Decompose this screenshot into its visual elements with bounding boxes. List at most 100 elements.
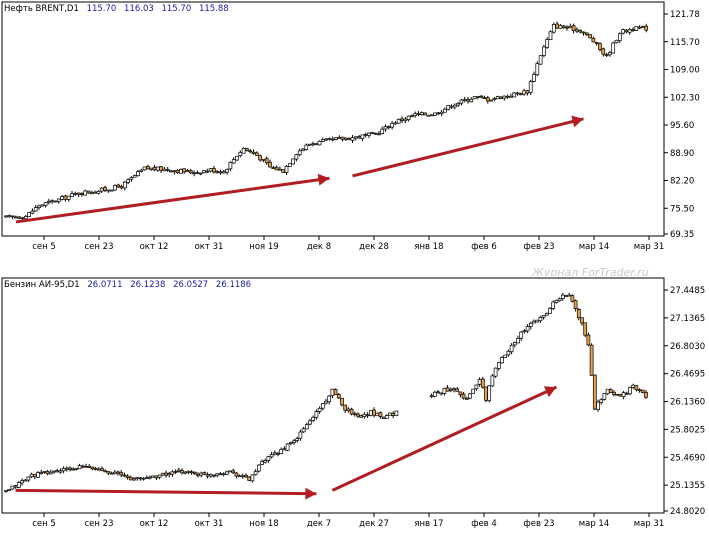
gasoline-chart-svg[interactable]: 27.4485 27.1365 26.8030 26.4695 26.1360 25.80… — [0, 276, 709, 533]
brent-candle-bull — [241, 147, 246, 154]
brent-candle-bull — [542, 46, 546, 56]
gasoline-candle-bull — [567, 294, 572, 297]
gasoline-candle-bear — [90, 466, 95, 470]
gasoline-symbol-label: Бензин АИ-95,D1 — [4, 280, 80, 290]
gasoline-candle-bull — [477, 379, 482, 385]
brent-candle-bear — [116, 184, 121, 188]
gasoline-candle-bear — [212, 474, 216, 477]
brent-chart-svg[interactable]: 121.78 115.70 109.00 102.30 95.60 88.90 82.20 7… — [0, 0, 709, 262]
brent-candle-bull — [327, 138, 332, 140]
brent-candle-bull — [225, 168, 229, 173]
gasoline-candle-bull — [471, 388, 476, 394]
brent-candle-bear — [165, 169, 170, 171]
brent-candle-bull — [413, 113, 418, 116]
brent-candle-bear — [188, 170, 193, 174]
gasoline-candle-bull — [503, 354, 508, 359]
gasoline-candle-bear — [116, 471, 120, 474]
brent-xtick-label: мар 31 — [634, 242, 665, 252]
gasoline-candle-bull — [544, 313, 549, 316]
brent-candle-bull — [320, 139, 325, 142]
gasoline-candle-bull — [266, 456, 271, 461]
gasoline-candle-bear — [359, 415, 364, 418]
gasoline-candle-bull — [228, 470, 232, 473]
brent-candle-bear — [53, 200, 58, 203]
brent-candle-bear — [271, 167, 276, 169]
gasoline-candle-bull — [224, 471, 229, 475]
gasoline-candle-bull — [10, 485, 15, 490]
brent-candle-bull — [307, 143, 312, 146]
gasoline-trend-arrow — [331, 385, 558, 492]
brent-candle-bull — [469, 98, 474, 103]
brent-candle-bull — [60, 196, 64, 200]
gasoline-candle-bear — [340, 397, 344, 406]
brent-candle-bull — [317, 140, 322, 146]
gasoline-candle-bear — [13, 485, 18, 488]
gasoline-candle-bear — [336, 394, 341, 399]
gasoline-candle-bull — [541, 315, 546, 318]
gasoline-candle-bear — [237, 475, 242, 478]
brent-candle-bull — [109, 189, 114, 192]
brent-candle-bull — [459, 99, 464, 104]
gasoline-candle-bull — [384, 415, 389, 419]
brent-candle-bull — [614, 39, 619, 43]
brent-candle-bear — [561, 25, 566, 29]
brent-chart-panel[interactable]: 121.78 115.70 109.00 102.30 95.60 88.90 82.20 7… — [0, 0, 709, 262]
brent-candle-bear — [192, 172, 196, 175]
gasoline-candle-bull — [160, 473, 165, 476]
brent-trend-arrow — [15, 176, 330, 224]
gasoline-candle-bull — [288, 442, 293, 445]
brent-candle-bear — [169, 170, 173, 173]
brent-candle-bull — [304, 144, 309, 150]
brent-candle-bear — [466, 99, 470, 102]
gasoline-candle-bull — [324, 400, 328, 404]
gasoline-chart-panel[interactable]: 27.4485 27.1365 26.8030 26.4695 26.1360 25.80… — [0, 276, 709, 533]
brent-candle-bull — [509, 95, 513, 98]
gasoline-candle-bull — [301, 428, 306, 433]
gasoline-candle-bull — [186, 470, 191, 473]
gasoline-candle-bear — [356, 413, 360, 417]
brent-candle-bear — [93, 191, 97, 194]
gasoline-candle-bear — [608, 389, 613, 393]
brent-candle-bull — [611, 42, 616, 54]
brent-candle-bull — [344, 137, 348, 140]
gasoline-candle-bear — [637, 389, 642, 392]
brent-candle-bear — [340, 136, 345, 140]
brent-candle-bear — [212, 168, 216, 173]
gasoline-candle-bull — [522, 330, 527, 333]
brent-candle-bull — [337, 137, 342, 139]
brent-candle-bear — [598, 43, 602, 50]
gasoline-candle-bull — [509, 344, 514, 353]
gasoline-ytick-label: 25.1355 — [670, 481, 705, 491]
brent-candle-bull — [27, 212, 31, 217]
brent-candle-bull — [40, 204, 45, 207]
gasoline-candle-bear — [71, 468, 76, 471]
gasoline-candle-bear — [87, 466, 92, 468]
gasoline-candle-bear — [589, 344, 594, 376]
brent-candle-bull — [215, 171, 220, 173]
brent-candle-bear — [604, 54, 609, 57]
gasoline-candle-bull — [23, 479, 28, 482]
brent-trend-arrowhead — [317, 173, 330, 186]
brent-candle-bull — [446, 105, 451, 110]
gasoline-candle-bear — [343, 404, 348, 411]
gasoline-candle-bear — [196, 473, 200, 476]
brent-candle-bear — [377, 133, 381, 136]
gasoline-candle-bear — [109, 472, 114, 475]
gasoline-candle-bull — [394, 410, 399, 417]
brent-ytick-label: 95.60 — [670, 121, 694, 131]
brent-candle-bull — [23, 216, 28, 220]
gasoline-candle-bear — [244, 474, 248, 478]
brent-candle-bull — [301, 148, 305, 151]
brent-candle-bull — [284, 166, 289, 173]
brent-candle-bear — [423, 112, 427, 116]
gasoline-candle-bear — [276, 453, 280, 455]
gasoline-candle-bear — [100, 468, 104, 471]
brent-candle-bull — [367, 132, 371, 136]
gasoline-candle-bull — [52, 470, 56, 473]
gasoline-ytick-label: 25.8025 — [670, 425, 705, 435]
gasoline-ytick-label: 27.1365 — [670, 314, 705, 324]
gasoline-candle-bear — [192, 471, 197, 475]
gasoline-candle-bull — [96, 468, 101, 471]
brent-candle-bear — [274, 166, 279, 171]
brent-xtick-label: фев 23 — [523, 242, 554, 252]
